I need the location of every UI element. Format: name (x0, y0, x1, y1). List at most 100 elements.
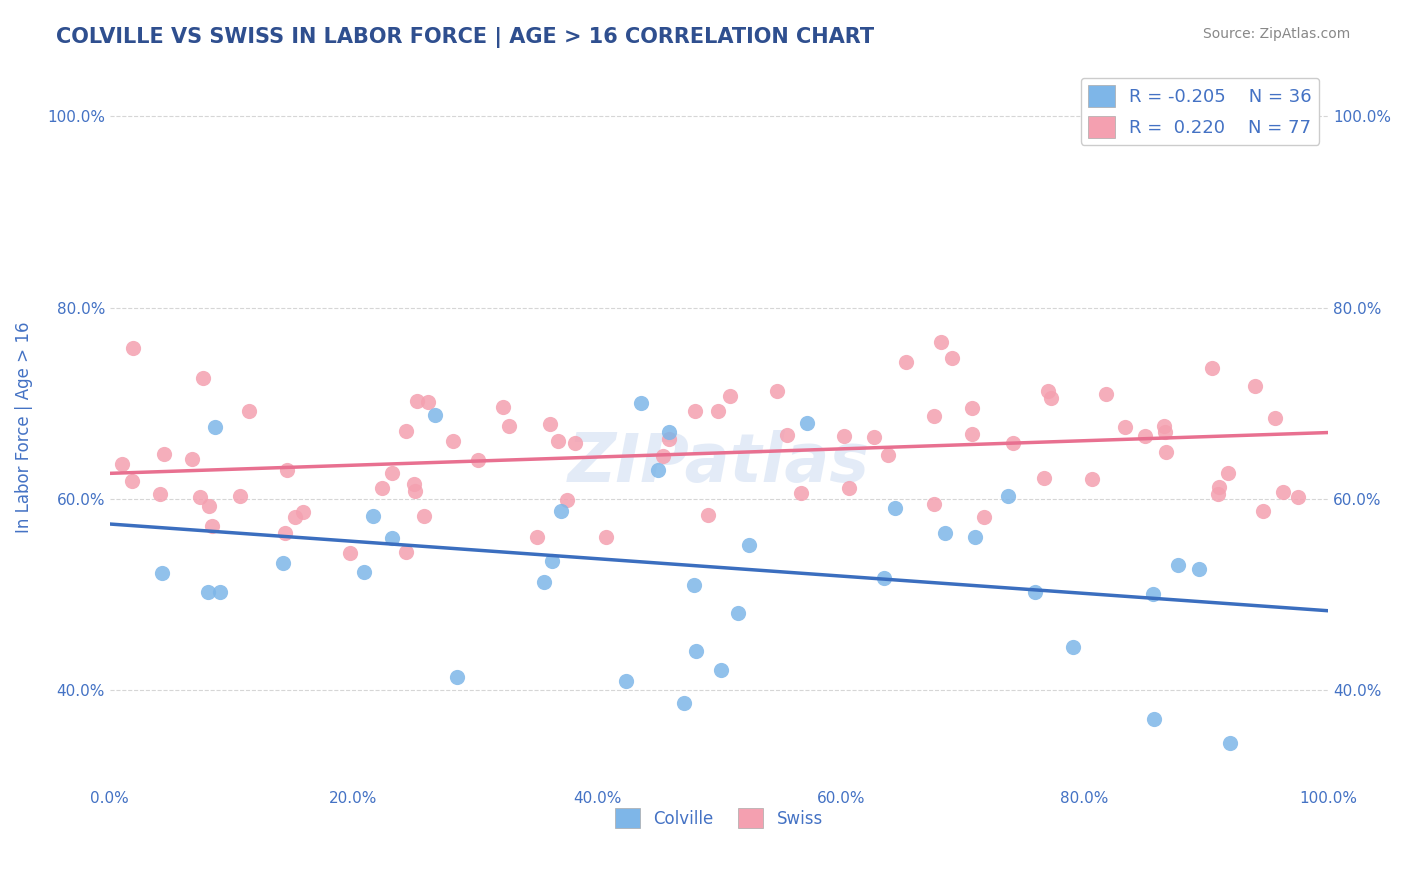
Point (1142, 587, 1164, 601)
Point (1244, 378, 1267, 392)
Point (796, 417, 818, 431)
Point (533, 574, 555, 589)
Point (204, 420, 226, 434)
Point (683, 403, 706, 417)
Point (1188, 562, 1211, 576)
Point (647, 462, 669, 476)
Point (710, 663, 733, 677)
Point (630, 396, 652, 410)
Point (685, 644, 707, 658)
Point (1208, 479, 1230, 493)
Point (208, 585, 231, 599)
Point (1272, 485, 1295, 500)
Point (1286, 490, 1309, 504)
Point (538, 417, 561, 431)
Point (1143, 712, 1166, 726)
Point (997, 490, 1019, 504)
Point (929, 334, 952, 349)
Point (1062, 640, 1084, 654)
Point (292, 505, 315, 519)
Point (395, 424, 418, 438)
Point (564, 435, 586, 450)
Point (934, 526, 956, 541)
Point (180, 451, 202, 466)
Point (1167, 558, 1189, 573)
Point (402, 476, 425, 491)
Point (540, 554, 562, 568)
Point (1154, 425, 1177, 439)
Legend: Colville, Swiss: Colville, Swiss (609, 801, 830, 835)
Point (121, 474, 143, 488)
Point (1036, 384, 1059, 398)
Point (658, 432, 681, 446)
Point (873, 570, 896, 584)
Point (707, 403, 730, 417)
Point (1216, 466, 1239, 480)
Point (790, 485, 813, 500)
Point (941, 351, 963, 365)
Point (960, 427, 983, 442)
Text: ZIPatlas: ZIPatlas (568, 430, 870, 496)
Point (1039, 391, 1062, 405)
Point (727, 606, 749, 620)
Point (595, 530, 617, 544)
Point (550, 504, 572, 518)
Point (197, 585, 219, 599)
Point (696, 508, 718, 522)
Point (201, 519, 224, 533)
Point (191, 370, 214, 384)
Point (1081, 472, 1104, 486)
Point (683, 578, 706, 592)
Point (1251, 504, 1274, 518)
Point (122, 341, 145, 355)
Point (413, 509, 436, 524)
Point (673, 696, 696, 710)
Point (1201, 360, 1223, 375)
Point (962, 401, 984, 415)
Point (526, 530, 548, 544)
Point (441, 434, 464, 449)
Point (922, 409, 945, 423)
Point (423, 409, 446, 423)
Point (555, 492, 578, 507)
Point (446, 670, 468, 684)
Point (371, 482, 394, 496)
Point (188, 490, 211, 504)
Point (1002, 436, 1025, 450)
Point (877, 448, 900, 462)
Point (111, 457, 134, 471)
Text: Source: ZipAtlas.com: Source: ZipAtlas.com (1202, 27, 1350, 41)
Point (922, 497, 945, 511)
Point (149, 487, 172, 501)
Point (273, 556, 295, 570)
Point (775, 428, 797, 442)
Point (381, 466, 404, 480)
Point (416, 395, 439, 409)
Point (363, 508, 385, 523)
Point (276, 463, 298, 477)
Point (832, 429, 855, 443)
Point (1095, 387, 1118, 401)
Point (863, 429, 886, 443)
Point (1264, 411, 1286, 425)
Point (274, 526, 297, 541)
Y-axis label: In Labor Force | Age > 16: In Labor Force | Age > 16 (15, 321, 32, 533)
Point (652, 450, 675, 464)
Point (1114, 420, 1136, 434)
Point (467, 453, 489, 467)
Point (1033, 471, 1056, 485)
Point (973, 510, 995, 524)
Point (229, 490, 252, 504)
Point (1206, 486, 1229, 500)
Point (404, 483, 426, 498)
Point (353, 565, 375, 579)
Point (884, 501, 907, 516)
Point (614, 673, 637, 688)
Point (498, 418, 520, 433)
Point (238, 403, 260, 417)
Point (894, 355, 917, 369)
Point (965, 531, 987, 545)
Point (339, 546, 361, 560)
Point (150, 566, 173, 580)
Point (718, 389, 741, 403)
